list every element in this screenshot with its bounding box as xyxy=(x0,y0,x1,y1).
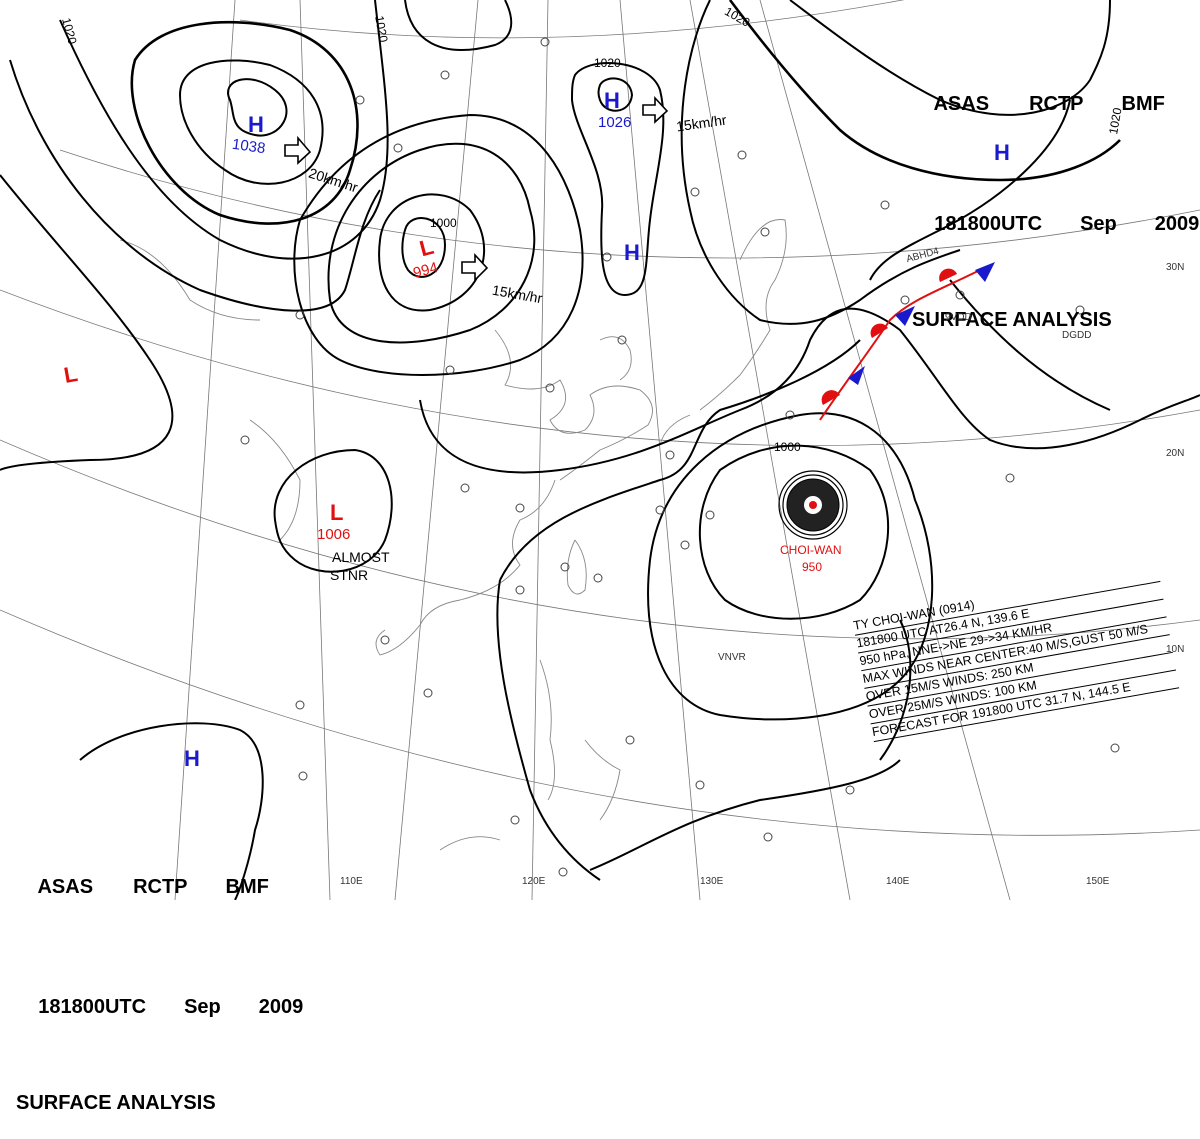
longitude-label: 130E xyxy=(700,876,724,887)
header-time: 181800UTC xyxy=(934,213,1043,235)
isobar xyxy=(570,62,665,297)
high-pressure-symbol: H xyxy=(248,112,264,137)
isobar-label: 1000 xyxy=(774,440,801,454)
warm-front-semicircle xyxy=(939,268,957,282)
map-header-top: ASAS RCTP BMF 181800UTC Sep 2009 SURFACE ANA… xyxy=(912,20,1199,356)
isobar xyxy=(9,59,381,312)
isobar xyxy=(130,20,359,225)
latitude-label: 10N xyxy=(1166,644,1185,655)
header-code: BMF xyxy=(225,876,269,898)
header-month: Sep xyxy=(1080,213,1117,235)
high-pressure-symbol: H xyxy=(604,88,620,113)
warm-front-semicircle xyxy=(821,390,840,405)
header-line-3: SURFACE ANALYSIS xyxy=(16,1092,216,1114)
station-plots xyxy=(240,37,1120,877)
header-code: BMF xyxy=(1121,93,1165,115)
header-source: ASAS xyxy=(933,93,990,115)
isobar xyxy=(404,0,513,51)
isobar xyxy=(789,0,1111,116)
warm-front-semicircle xyxy=(870,323,888,338)
isobar xyxy=(419,307,1200,474)
header-line-1: ASAS RCTP BMF xyxy=(912,68,1199,140)
header-station: RCTP xyxy=(133,876,188,898)
header-year: 2009 xyxy=(258,996,304,1018)
stationary-label-line: ALMOST xyxy=(332,549,390,565)
longitude-label: 120E xyxy=(522,876,546,887)
isobar xyxy=(949,279,1111,411)
cold-front-triangle xyxy=(975,262,995,282)
latitude-label: 30N xyxy=(1166,262,1185,273)
header-line-3: SURFACE ANALYSIS xyxy=(912,309,1112,331)
typhoon-pressure: 950 xyxy=(802,560,823,574)
low-pressure-symbol: L xyxy=(330,500,344,525)
stationary-label: ALMOST STNR xyxy=(330,548,390,584)
longitude-label: 110E xyxy=(340,876,363,887)
motion-arrow xyxy=(642,95,669,124)
typhoon-symbol xyxy=(778,470,848,540)
header-source: ASAS xyxy=(37,876,94,898)
high-pressure-symbol: H xyxy=(184,746,200,771)
isobar xyxy=(728,0,1121,182)
isobar xyxy=(401,217,447,278)
isobar xyxy=(0,174,174,471)
station-code: 9VDD xyxy=(945,312,972,323)
cold-front-triangle xyxy=(895,306,915,326)
header-station: RCTP xyxy=(1029,93,1084,115)
cold-front-triangle xyxy=(848,366,865,385)
motion-arrow xyxy=(284,135,312,165)
motion-arrows xyxy=(284,95,669,282)
longitude-label: 150E xyxy=(1086,876,1110,887)
weather-map xyxy=(0,0,1200,900)
isobar xyxy=(59,0,389,260)
front-line xyxy=(819,269,981,421)
high-pressure-value: 1026 xyxy=(598,114,632,131)
map-header-bottom: ASAS RCTP BMF 181800UTC Sep 2009 SURFACE ANA… xyxy=(16,803,303,1139)
coastlines xyxy=(119,219,787,851)
isobar xyxy=(499,339,861,581)
header-line-2: 181800UTC Sep 2009 xyxy=(16,971,303,1043)
isobar xyxy=(589,759,901,871)
isobar xyxy=(879,619,912,761)
isobar xyxy=(327,142,536,344)
longitude-label: 140E xyxy=(886,876,910,887)
motion-arrow xyxy=(461,252,489,282)
station-code: VNVR xyxy=(718,652,746,663)
isobar xyxy=(273,448,393,573)
isobar xyxy=(680,0,961,325)
isobar xyxy=(496,579,601,881)
isobar xyxy=(597,77,634,112)
isobar xyxy=(178,59,324,185)
isobar-label: 1000 xyxy=(430,216,457,230)
isobar xyxy=(647,412,934,721)
isobar xyxy=(79,722,264,900)
isobar xyxy=(698,444,890,620)
isobar-label: 1020 xyxy=(594,56,621,70)
isobar xyxy=(293,113,584,376)
isobar xyxy=(869,99,1071,281)
header-line-1: ASAS RCTP BMF xyxy=(16,851,303,923)
latitude-label: 20N xyxy=(1166,448,1185,459)
header-time: 181800UTC xyxy=(38,996,147,1018)
header-line-2: 181800UTC Sep 2009 xyxy=(912,188,1199,260)
isobar xyxy=(227,78,288,137)
stationary-label-line: STNR xyxy=(330,567,369,583)
header-month: Sep xyxy=(184,996,221,1018)
low-pressure-value: 1006 xyxy=(317,526,351,543)
high-pressure-symbol: H xyxy=(994,140,1010,165)
frontal-system xyxy=(819,262,995,421)
typhoon-name: CHOI-WAN xyxy=(780,543,842,557)
header-year: 2009 xyxy=(1154,213,1200,235)
high-pressure-symbol: H xyxy=(624,240,640,265)
station-code: DGDD xyxy=(1062,330,1092,341)
